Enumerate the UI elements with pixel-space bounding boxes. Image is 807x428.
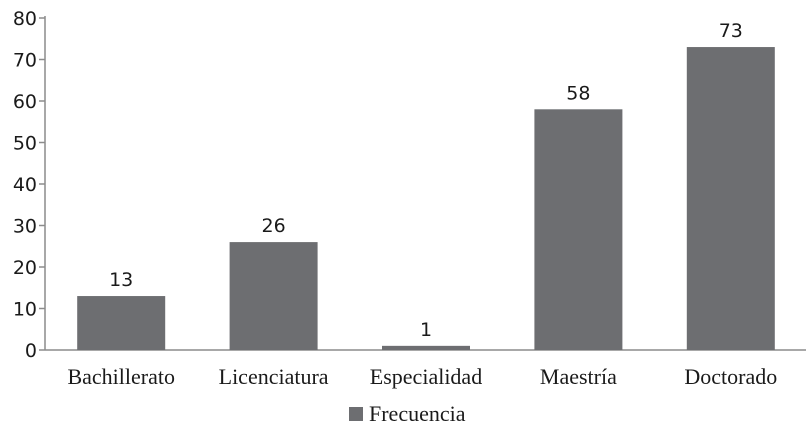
chart-bars xyxy=(77,47,775,351)
bar xyxy=(686,47,775,351)
legend-swatch-frecuencia xyxy=(349,407,363,421)
y-tick-label: 50 xyxy=(13,133,37,155)
data-labels: 13 26 1 58 73 xyxy=(109,20,743,341)
data-label: 1 xyxy=(420,319,432,341)
y-tick-label: 10 xyxy=(13,299,37,321)
data-label: 13 xyxy=(109,269,133,291)
y-tick-label: 70 xyxy=(13,50,37,72)
y-axis-ticks: 0 10 20 30 40 50 60 70 80 xyxy=(13,8,45,362)
x-tick-label: Doctorado xyxy=(684,364,777,389)
data-label: 58 xyxy=(566,82,590,104)
y-tick-label: 60 xyxy=(13,91,37,113)
y-tick-label: 0 xyxy=(25,340,37,362)
bar xyxy=(77,296,166,350)
bar xyxy=(534,109,623,350)
x-tick-label: Especialidad xyxy=(370,364,482,389)
y-tick-label: 30 xyxy=(13,216,37,238)
x-tick-label: Licenciatura xyxy=(219,364,329,389)
y-tick-label: 20 xyxy=(13,257,37,279)
x-tick-label: Maestría xyxy=(540,364,617,389)
y-tick-label: 40 xyxy=(13,174,37,196)
bar xyxy=(382,345,470,350)
bar xyxy=(229,242,318,350)
legend-label-frecuencia: Frecuencia xyxy=(369,401,466,426)
chart-legend: Frecuencia xyxy=(349,401,466,426)
x-tick-label: Bachillerato xyxy=(67,364,175,389)
y-tick-label: 80 xyxy=(13,8,37,30)
data-label: 26 xyxy=(262,215,286,237)
data-label: 73 xyxy=(719,20,743,42)
x-axis-ticks: Bachillerato Licenciatura Especialidad Maes… xyxy=(67,364,777,389)
